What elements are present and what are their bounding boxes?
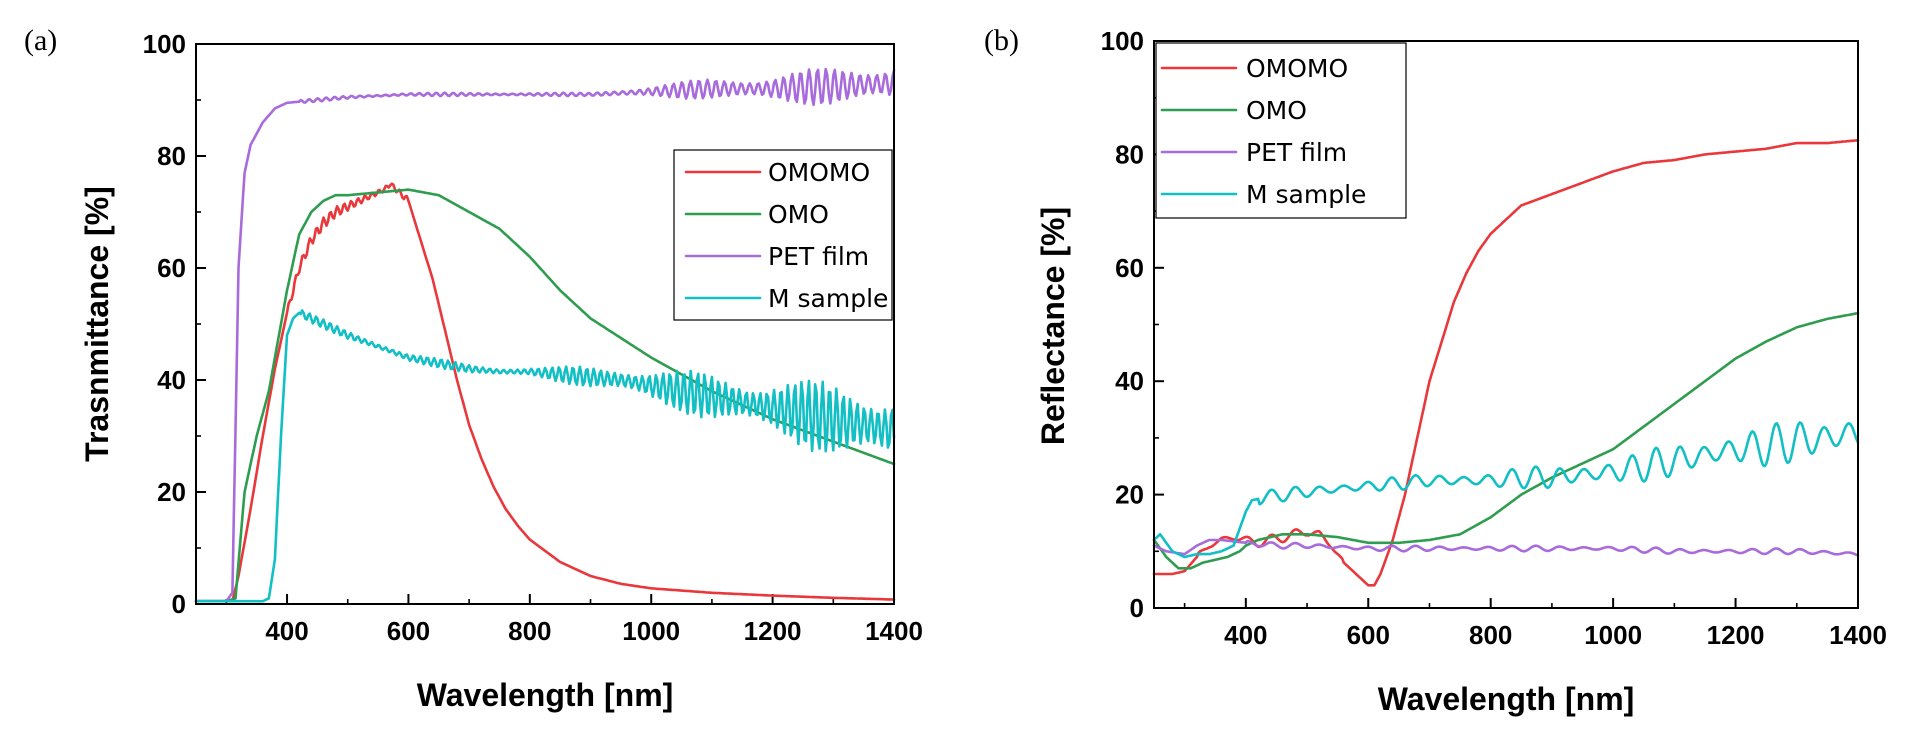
panel-a-x-axis-title: Wavelength [nm] [417, 677, 674, 713]
panel-b-y-tick-label-80: 80 [1115, 139, 1144, 169]
panel-b-x-tick-label-400: 400 [1224, 620, 1267, 650]
panel-a-axes: 400 600 800 1000 1200 1400 0 20 40 60 80 100 [143, 29, 923, 646]
panel-b-y-tick-label-60: 60 [1115, 253, 1144, 283]
panel-a-legend-label-pet-film: PET film [768, 242, 869, 271]
panel-a-label: (a) [24, 24, 57, 57]
panel-b-y-tick-label-20: 20 [1115, 480, 1144, 510]
panel-b-legend-label-pet-film: PET film [1246, 138, 1347, 167]
panel-a-y-tick-label-0: 0 [172, 589, 186, 619]
panel-a-legend: OMOMO OMO PET film M sample [673, 149, 893, 321]
panel-a-x-tick-label-800: 800 [508, 616, 551, 646]
panel-a-x-tick-label-600: 600 [387, 616, 430, 646]
panel-a-plot-frame [195, 43, 895, 605]
panel-a-x-tick-label-1400: 1400 [865, 616, 923, 646]
panel-a-x-tick-label-400: 400 [265, 616, 308, 646]
panel-a-series-m-sample [194, 309, 896, 603]
panel-b-y-tick-label-100: 100 [1101, 26, 1144, 56]
panel-b-x-axis-title: Wavelength [nm] [1378, 681, 1635, 717]
panel-a-y-tick-label-100: 100 [143, 29, 186, 59]
panel-b-series-pet-film [1152, 538, 1860, 557]
panel-b-series-omomo [1152, 138, 1860, 587]
panel-b-series-omo [1152, 311, 1860, 570]
panel-a-x-tick-label-1200: 1200 [744, 616, 802, 646]
panel-a-legend-label-m-sample: M sample [768, 284, 888, 313]
panel-a: (a) 400 600 800 1000 1200 1400 0 20 40 60 80 100 Wa… [24, 24, 923, 713]
panel-b-x-tick-label-1000: 1000 [1584, 620, 1642, 650]
panel-a-y-tick-label-60: 60 [157, 253, 186, 283]
panel-b-legend-label-omo: OMO [1246, 96, 1307, 125]
panel-b-axes: 400 600 800 1000 1200 1400 0 20 40 60 80 100 [1101, 26, 1887, 650]
panel-b-legend-label-omomo: OMOMO [1246, 54, 1348, 83]
panel-b-series-m-sample [1152, 421, 1860, 559]
panel-b-x-tick-label-800: 800 [1469, 620, 1512, 650]
panel-a-legend-label-omomo: OMOMO [768, 158, 870, 187]
panel-b-legend-box [1155, 42, 1407, 219]
panel-b-legend: OMOMO OMO PET film M sample [1155, 42, 1407, 219]
panel-b-x-tick-label-1400: 1400 [1829, 620, 1887, 650]
panel-a-y-tick-label-20: 20 [157, 477, 186, 507]
panel-b-series-group [1152, 138, 1860, 587]
panel-b-label: (b) [984, 24, 1019, 57]
panel-a-y-tick-label-40: 40 [157, 365, 186, 395]
panel-b-legend-label-m-sample: M sample [1246, 180, 1366, 209]
panel-a-y-tick-label-80: 80 [157, 141, 186, 171]
panel-a-legend-label-omo: OMO [768, 200, 829, 229]
panel-b-y-tick-label-0: 0 [1130, 593, 1144, 623]
panel-a-series-omomo [194, 182, 896, 603]
panel-b-x-tick-label-600: 600 [1347, 620, 1390, 650]
panel-a-series-group [194, 67, 896, 603]
panel-b-y-axis-title: Reflectance [%] [1035, 207, 1071, 445]
panel-a-legend-box [673, 149, 893, 321]
panel-a-series-pet-film [194, 67, 896, 603]
panel-b: (b) 400 600 800 1000 1200 1400 0 20 40 60 80 100 Wa… [984, 24, 1887, 717]
panel-a-x-tick-label-1000: 1000 [622, 616, 680, 646]
panel-b-plot-frame [1153, 40, 1859, 609]
panel-b-x-tick-label-1200: 1200 [1707, 620, 1765, 650]
panel-b-y-tick-label-40: 40 [1115, 366, 1144, 396]
panel-a-y-axis-title: Trasnmittance [%] [79, 186, 115, 462]
